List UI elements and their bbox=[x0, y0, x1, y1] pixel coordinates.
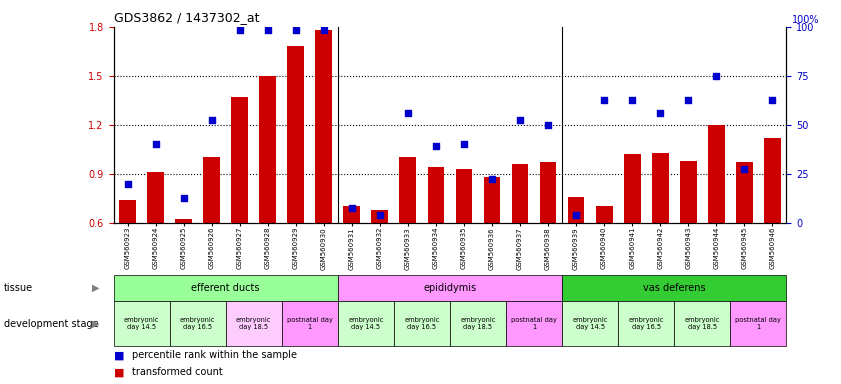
Bar bbox=[225, 301, 282, 346]
Bar bbox=[147, 172, 164, 223]
Bar bbox=[114, 275, 338, 301]
Text: tissue: tissue bbox=[4, 283, 34, 293]
Text: ▶: ▶ bbox=[92, 283, 99, 293]
Bar bbox=[764, 138, 780, 223]
Point bbox=[653, 110, 667, 116]
Point bbox=[149, 141, 162, 147]
Point bbox=[429, 143, 442, 149]
Point bbox=[205, 117, 219, 123]
Bar bbox=[394, 301, 450, 346]
Point bbox=[177, 195, 190, 201]
Bar bbox=[540, 162, 557, 223]
Point bbox=[373, 212, 387, 218]
Text: ■: ■ bbox=[114, 350, 124, 360]
Bar bbox=[343, 207, 360, 223]
Bar bbox=[484, 177, 500, 223]
Bar bbox=[119, 200, 136, 223]
Bar bbox=[399, 157, 416, 223]
Bar bbox=[338, 301, 394, 346]
Point bbox=[121, 180, 135, 187]
Point bbox=[485, 175, 499, 182]
Point bbox=[569, 212, 583, 218]
Point bbox=[542, 122, 555, 128]
Text: embryonic
day 16.5: embryonic day 16.5 bbox=[405, 317, 440, 330]
Text: ■: ■ bbox=[114, 367, 124, 377]
Bar bbox=[674, 301, 730, 346]
Bar bbox=[175, 220, 192, 223]
Bar bbox=[456, 169, 473, 223]
Text: GDS3862 / 1437302_at: GDS3862 / 1437302_at bbox=[114, 11, 259, 24]
Point bbox=[345, 205, 358, 211]
Bar bbox=[288, 46, 304, 223]
Bar bbox=[595, 207, 612, 223]
Bar bbox=[624, 154, 641, 223]
Text: vas deferens: vas deferens bbox=[643, 283, 706, 293]
Bar bbox=[680, 161, 696, 223]
Bar bbox=[506, 301, 562, 346]
Point bbox=[738, 166, 751, 172]
Bar bbox=[338, 275, 562, 301]
Text: embryonic
day 16.5: embryonic day 16.5 bbox=[628, 317, 664, 330]
Point bbox=[765, 97, 779, 103]
Point bbox=[513, 117, 526, 123]
Bar bbox=[204, 157, 220, 223]
Bar bbox=[372, 210, 389, 223]
Bar bbox=[618, 301, 674, 346]
Point bbox=[458, 141, 471, 147]
Point bbox=[233, 27, 246, 33]
Text: embryonic
day 14.5: embryonic day 14.5 bbox=[573, 317, 608, 330]
Bar bbox=[562, 275, 786, 301]
Point bbox=[597, 97, 611, 103]
Bar bbox=[562, 301, 618, 346]
Text: embryonic
day 14.5: embryonic day 14.5 bbox=[124, 317, 159, 330]
Text: postnatal day
1: postnatal day 1 bbox=[287, 317, 333, 330]
Text: embryonic
day 18.5: embryonic day 18.5 bbox=[236, 317, 272, 330]
Bar bbox=[114, 301, 170, 346]
Text: postnatal day
1: postnatal day 1 bbox=[735, 317, 781, 330]
Text: embryonic
day 16.5: embryonic day 16.5 bbox=[180, 317, 215, 330]
Text: postnatal day
1: postnatal day 1 bbox=[511, 317, 557, 330]
Bar bbox=[708, 125, 725, 223]
Point bbox=[261, 27, 274, 33]
Text: 100%: 100% bbox=[792, 15, 819, 25]
Bar bbox=[730, 301, 786, 346]
Point bbox=[681, 97, 695, 103]
Bar bbox=[282, 301, 338, 346]
Point bbox=[317, 27, 331, 33]
Text: transformed count: transformed count bbox=[132, 367, 223, 377]
Text: development stage: development stage bbox=[4, 318, 99, 329]
Bar bbox=[170, 301, 225, 346]
Text: percentile rank within the sample: percentile rank within the sample bbox=[132, 350, 297, 360]
Text: embryonic
day 14.5: embryonic day 14.5 bbox=[348, 317, 383, 330]
Text: embryonic
day 18.5: embryonic day 18.5 bbox=[685, 317, 720, 330]
Point bbox=[710, 73, 723, 79]
Bar bbox=[315, 30, 332, 223]
Point bbox=[401, 110, 415, 116]
Bar bbox=[652, 152, 669, 223]
Text: epididymis: epididymis bbox=[423, 283, 477, 293]
Point bbox=[626, 97, 639, 103]
Bar bbox=[259, 76, 276, 223]
Text: ▶: ▶ bbox=[92, 318, 99, 329]
Bar bbox=[231, 97, 248, 223]
Bar bbox=[427, 167, 444, 223]
Text: efferent ducts: efferent ducts bbox=[192, 283, 260, 293]
Bar bbox=[568, 197, 584, 223]
Text: embryonic
day 18.5: embryonic day 18.5 bbox=[460, 317, 495, 330]
Bar bbox=[450, 301, 506, 346]
Bar bbox=[736, 162, 753, 223]
Point bbox=[289, 27, 303, 33]
Bar bbox=[511, 164, 528, 223]
